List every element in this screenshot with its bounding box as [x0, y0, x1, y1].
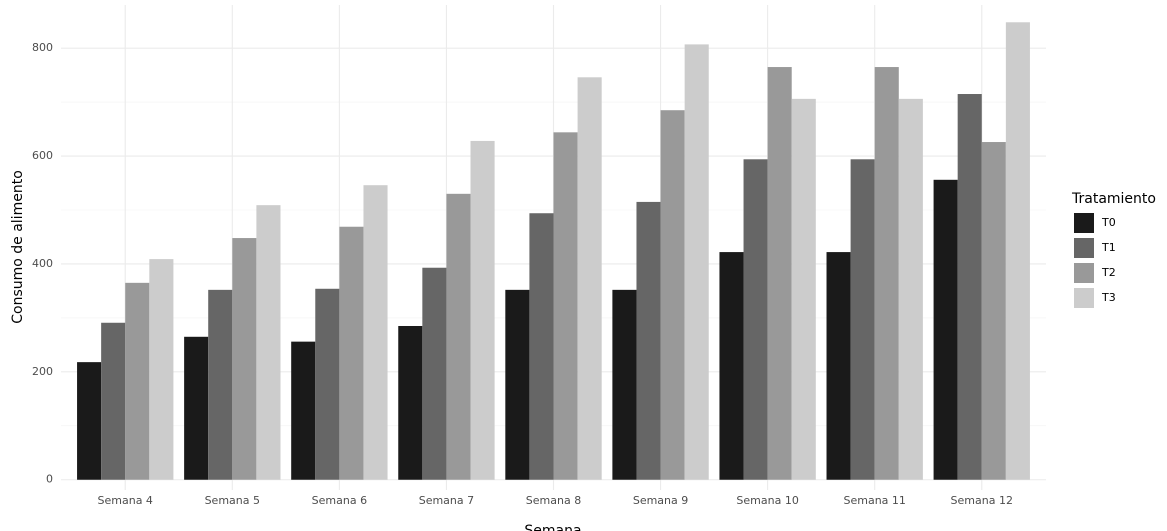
x-tick-label: Semana 5: [205, 494, 260, 507]
legend-key: [1074, 213, 1094, 233]
bar: [470, 140, 495, 480]
bar: [149, 259, 174, 480]
bar: [826, 252, 851, 480]
bar: [398, 325, 423, 480]
bar: [208, 289, 233, 480]
y-tick-label: 600: [32, 149, 53, 162]
bar: [505, 289, 530, 480]
legend-key: [1074, 238, 1094, 258]
bar: [743, 159, 768, 480]
x-tick-label: Semana 11: [843, 494, 905, 507]
bar: [553, 132, 578, 480]
legend-key: [1074, 288, 1094, 308]
y-tick-label: 0: [46, 473, 53, 486]
x-tick-label: Semana 12: [951, 494, 1013, 507]
bar: [957, 94, 982, 480]
legend-label: T0: [1101, 216, 1116, 229]
bar: [767, 67, 792, 480]
legend-title: Tratamiento: [1071, 191, 1156, 207]
bar: [719, 252, 744, 480]
x-axis-title: Semana: [524, 523, 581, 531]
y-tick-label: 800: [32, 41, 53, 54]
bar: [660, 110, 685, 480]
legend-key: [1074, 263, 1094, 283]
bar: [339, 226, 364, 480]
y-tick-label: 400: [32, 257, 53, 270]
bar: [874, 67, 899, 480]
bar: [933, 179, 958, 480]
bar: [125, 282, 150, 480]
bar: [315, 288, 340, 480]
bar: [291, 341, 316, 480]
bar: [446, 193, 471, 480]
x-tick-label: Semana 9: [633, 494, 688, 507]
bar: [898, 98, 923, 480]
legend-label: T2: [1101, 266, 1116, 279]
x-tick-label: Semana 8: [526, 494, 581, 507]
bar: [529, 213, 554, 480]
bar: [1005, 22, 1030, 480]
legend-label: T1: [1101, 241, 1116, 254]
x-tick-label: Semana 10: [736, 494, 798, 507]
bar: [577, 77, 602, 480]
legend-label: T3: [1101, 291, 1116, 304]
bar: [232, 238, 257, 480]
bar: [612, 289, 637, 480]
y-tick-label: 200: [32, 365, 53, 378]
x-tick-label: Semana 4: [98, 494, 153, 507]
bar: [636, 201, 661, 480]
y-axis-title: Consumo de alimento: [10, 170, 26, 324]
bar: [684, 44, 709, 480]
bar: [791, 98, 816, 480]
bar: [256, 205, 281, 480]
bar: [422, 267, 447, 480]
x-tick-label: Semana 6: [312, 494, 367, 507]
bar: [101, 322, 126, 480]
bar: [850, 159, 875, 480]
bar: [184, 336, 209, 480]
bar: [981, 142, 1006, 480]
bar: [77, 362, 102, 480]
x-tick-label: Semana 7: [419, 494, 474, 507]
bar: [363, 185, 388, 480]
